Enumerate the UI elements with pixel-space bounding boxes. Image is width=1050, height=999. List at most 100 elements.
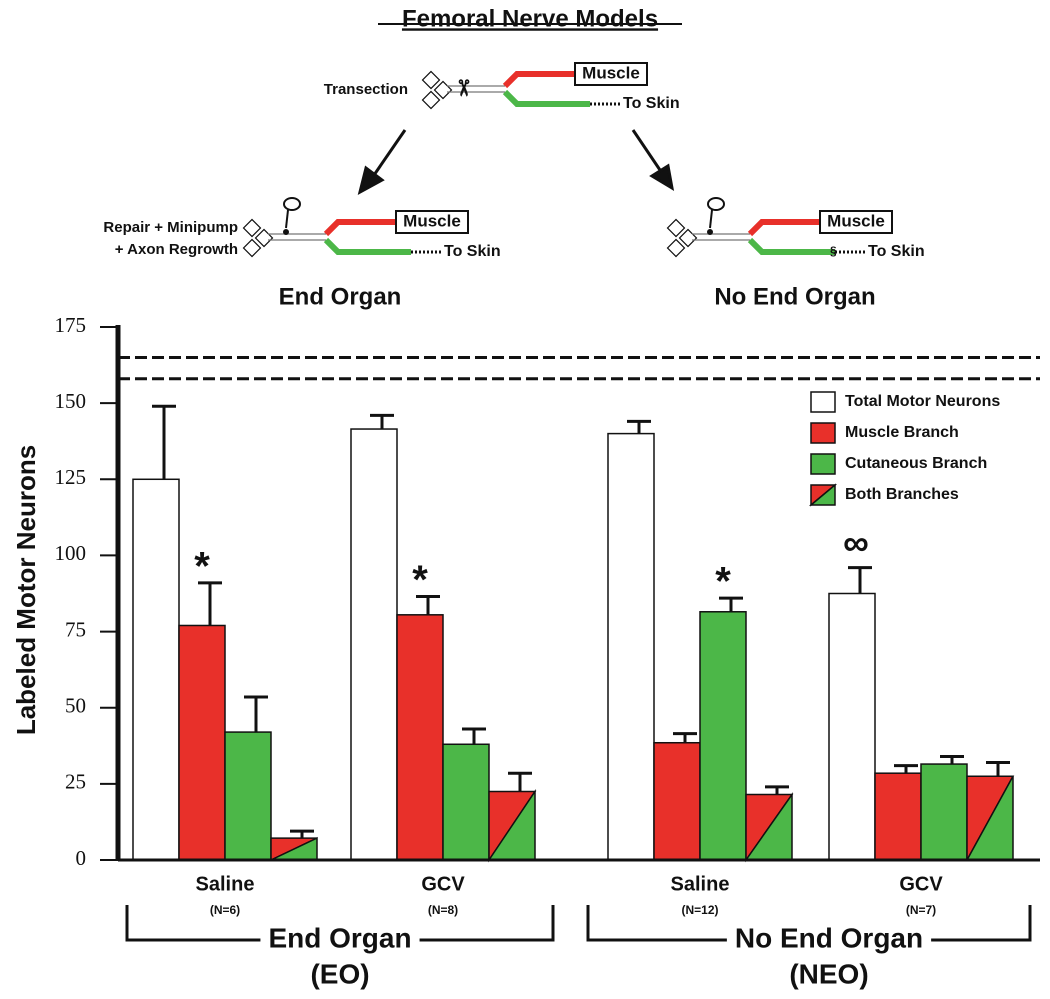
error-bar [673,732,697,743]
cell-box [433,80,453,100]
muscle-label: Muscle [582,63,640,82]
repair-label: + Axon Regrowth [115,241,238,258]
repair-label: Repair + Minipump [103,219,238,236]
bar [874,772,922,861]
group-abbr: (NEO) [789,958,868,989]
bar [828,592,876,861]
panel-label: No End Organ [714,283,875,310]
error-bar [848,566,872,594]
error-bar [198,581,222,626]
bar [178,624,226,861]
scissors: ✂ [451,79,476,97]
muscle-box [395,210,469,234]
y-tick-label: 25 [65,770,86,794]
bar [224,731,272,861]
y-tick-label: 100 [55,541,87,565]
bar [487,789,537,863]
error-bar [627,419,651,434]
group-abbr: (EO) [310,958,369,989]
significance-marker: ∞ [843,522,869,563]
y-tick-label: 75 [65,617,86,641]
x-tick-label: Saline [671,873,730,895]
error-bar [244,695,268,733]
arrows [357,129,675,195]
cell-box [254,228,274,248]
muscle-branch [323,219,396,237]
y-tick-label: 175 [55,313,87,337]
significance-marker: * [194,544,210,588]
x-tick-label: GCV [899,873,943,895]
transection-label: Transection [324,81,408,98]
cell-box [666,218,686,238]
cell-box [666,238,686,258]
group-label: End Organ [268,922,411,953]
drop [283,229,289,235]
panel-label: End Organ [279,283,402,310]
skin-label: To Skin [623,95,680,112]
muscle-box [819,210,893,234]
bar [132,478,180,861]
cell-box [242,218,262,238]
bar [653,741,701,861]
legend-swatch [810,391,836,413]
bar [699,611,747,861]
bar [442,743,490,861]
muscle-branch [747,219,820,237]
bar [270,836,318,862]
skin-branch [323,237,411,255]
figure-title: Femoral Nerve Models [402,5,658,32]
error-bar [986,761,1010,777]
group-label: No End Organ [735,922,923,953]
error-bar [894,764,918,774]
legend-label: Cutaneous Branch [845,455,987,472]
y-tick-label: 50 [65,694,86,718]
error-bar [940,754,964,765]
error-bar [508,771,532,792]
significance-marker: * [715,560,731,604]
legend-label: Total Motor Neurons [845,393,1000,410]
legend-label: Muscle Branch [845,424,959,441]
bar [965,775,1015,861]
pump-tube [709,209,713,229]
y-tick-label: 0 [76,846,87,870]
legend-swatch [810,453,836,475]
label-bg [260,922,420,954]
pump-tube [285,209,289,229]
label-bg [726,922,932,954]
sample-size: (N=7) [906,903,936,917]
minipump [707,197,725,211]
error-bar [765,785,789,795]
error-bar [462,727,486,745]
bar [350,428,398,861]
error-bar [416,595,440,615]
muscle-label: Muscle [403,211,461,230]
x-tick-label: GCV [421,873,465,895]
bar [744,792,794,863]
skin-branch [747,237,835,255]
sample-size: (N=12) [681,903,718,917]
legend-swatch [810,422,836,444]
ligature: § [830,244,837,258]
muscle-branch [502,71,575,89]
drop [707,229,713,235]
skin-label: To Skin [868,243,925,260]
legend-swatch [808,483,836,506]
bar [607,432,655,861]
cell-box [421,90,441,110]
cell-box [242,238,262,258]
error-bar [152,404,176,480]
bar [920,763,968,861]
skin-branch [502,89,590,107]
minipump [283,197,301,211]
legend-label: Both Branches [845,486,959,503]
y-axis-label: Labeled Motor Neurons [11,445,41,735]
cell-box [678,228,698,248]
error-bar [370,413,394,430]
significance-marker: * [412,558,428,602]
sample-size: (N=6) [210,903,240,917]
error-bar [290,829,314,839]
bar [396,614,444,861]
skin-label: To Skin [444,243,501,260]
cell-box [421,70,441,90]
